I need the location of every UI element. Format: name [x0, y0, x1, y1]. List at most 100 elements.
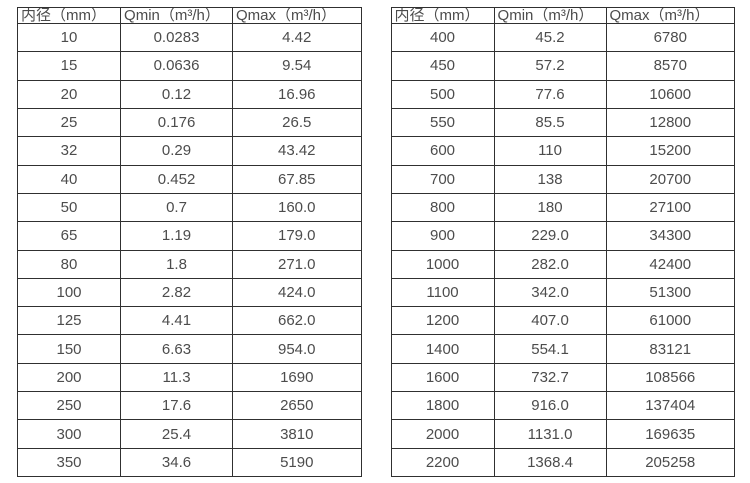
table-cell: 67.85 [232, 164, 362, 194]
table-cell: 0.7 [120, 192, 234, 223]
table-row: 250 17.6 2650 [16, 391, 362, 421]
table-cell: 160.0 [232, 192, 362, 223]
table-row: 1000 282.0 42400 [390, 249, 736, 279]
table-cell: 100 [16, 277, 122, 308]
table-cell: 20 [16, 79, 122, 109]
table-cell: 25 [16, 107, 122, 138]
header-row: 内径（mm） Qmin（m³/h） Qmax（m³/h） [390, 7, 736, 24]
header-cell: Qmin（m³/h） [493, 7, 607, 24]
table-cell: 25.4 [120, 419, 234, 449]
table-cell: 42400 [605, 249, 736, 279]
table-row: 125 4.41 662.0 [16, 306, 362, 336]
table-cell: 342.0 [493, 277, 607, 308]
table-cell: 0.29 [120, 136, 234, 166]
table-cell: 179.0 [232, 221, 362, 251]
table-cell: 26.5 [232, 107, 362, 138]
table-cell: 12800 [605, 107, 736, 138]
table-cell: 600 [390, 136, 495, 166]
table-cell: 0.0636 [120, 51, 234, 81]
table-cell: 1368.4 [493, 447, 607, 478]
table-cell: 554.1 [493, 334, 607, 364]
table-cell: 800 [390, 192, 495, 223]
table-cell: 1131.0 [493, 419, 607, 449]
table-cell: 229.0 [493, 221, 607, 251]
table-cell: 2200 [390, 447, 495, 478]
table-row: 50 0.7 160.0 [16, 192, 362, 223]
table-cell: 45.2 [493, 22, 607, 53]
table-cell: 400 [390, 22, 495, 53]
table-cell: 80 [16, 249, 122, 279]
table-cell: 10600 [605, 79, 736, 109]
table-cell: 0.12 [120, 79, 234, 109]
table-cell: 1000 [390, 249, 495, 279]
table-cell: 138 [493, 164, 607, 194]
table-row: 600 110 15200 [390, 136, 736, 166]
table-cell: 15200 [605, 136, 736, 166]
table-cell: 11.3 [120, 362, 234, 393]
table-row: 80 1.8 271.0 [16, 249, 362, 279]
table-cell: 57.2 [493, 51, 607, 81]
table-cell: 2000 [390, 419, 495, 449]
table-cell: 407.0 [493, 306, 607, 336]
table-row: 20 0.12 16.96 [16, 79, 362, 109]
table-cell: 1400 [390, 334, 495, 364]
table-row: 10 0.0283 4.42 [16, 22, 362, 53]
table-cell: 65 [16, 221, 122, 251]
table-cell: 1.19 [120, 221, 234, 251]
table-cell: 43.42 [232, 136, 362, 166]
table-cell: 1800 [390, 391, 495, 421]
table-cell: 205258 [605, 447, 736, 478]
table-cell: 27100 [605, 192, 736, 223]
header-cell: Qmin（m³/h） [120, 7, 234, 24]
table-cell: 916.0 [493, 391, 607, 421]
table-cell: 180 [493, 192, 607, 223]
table-cell: 6.63 [120, 334, 234, 364]
table-cell: 954.0 [232, 334, 362, 364]
table-cell: 0.176 [120, 107, 234, 138]
table-row: 40 0.452 67.85 [16, 164, 362, 194]
table-cell: 83121 [605, 334, 736, 364]
table-row: 700 138 20700 [390, 164, 736, 194]
table-cell: 732.7 [493, 362, 607, 393]
table-row: 500 77.6 10600 [390, 79, 736, 109]
table-row: 450 57.2 8570 [390, 51, 736, 81]
table-cell: 169635 [605, 419, 736, 449]
table-cell: 2650 [232, 391, 362, 421]
table-cell: 2.82 [120, 277, 234, 308]
table-cell: 700 [390, 164, 495, 194]
table-row: 65 1.19 179.0 [16, 221, 362, 251]
table-cell: 20700 [605, 164, 736, 194]
table-row: 350 34.6 5190 [16, 447, 362, 478]
table-cell: 424.0 [232, 277, 362, 308]
table-cell: 10 [16, 22, 122, 53]
table-row: 800 180 27100 [390, 192, 736, 223]
flow-table-large-diameters: 内径（mm） Qmin（m³/h） Qmax（m³/h） 400 45.2 6780 450… [390, 7, 736, 478]
table-row: 100 2.82 424.0 [16, 277, 362, 308]
table-row: 1600 732.7 108566 [390, 362, 736, 393]
table-row: 400 45.2 6780 [390, 22, 736, 53]
table-cell: 8570 [605, 51, 736, 81]
table-cell: 350 [16, 447, 122, 478]
table-cell: 0.0283 [120, 22, 234, 53]
table-cell: 77.6 [493, 79, 607, 109]
table-cell: 9.54 [232, 51, 362, 81]
table-cell: 137404 [605, 391, 736, 421]
table-cell: 1100 [390, 277, 495, 308]
table-row: 32 0.29 43.42 [16, 136, 362, 166]
table-cell: 6780 [605, 22, 736, 53]
table-row: 25 0.176 26.5 [16, 107, 362, 138]
table-cell: 150 [16, 334, 122, 364]
table-cell: 0.452 [120, 164, 234, 194]
table-row: 550 85.5 12800 [390, 107, 736, 138]
table-cell: 34.6 [120, 447, 234, 478]
table-row: 1400 554.1 83121 [390, 334, 736, 364]
table-row: 200 11.3 1690 [16, 362, 362, 393]
table-cell: 85.5 [493, 107, 607, 138]
table-cell: 4.42 [232, 22, 362, 53]
table-cell: 200 [16, 362, 122, 393]
table-cell: 1200 [390, 306, 495, 336]
header-row: 内径（mm） Qmin（m³/h） Qmax（m³/h） [16, 7, 362, 24]
table-row: 1200 407.0 61000 [390, 306, 736, 336]
header-cell: 内径（mm） [16, 7, 122, 24]
